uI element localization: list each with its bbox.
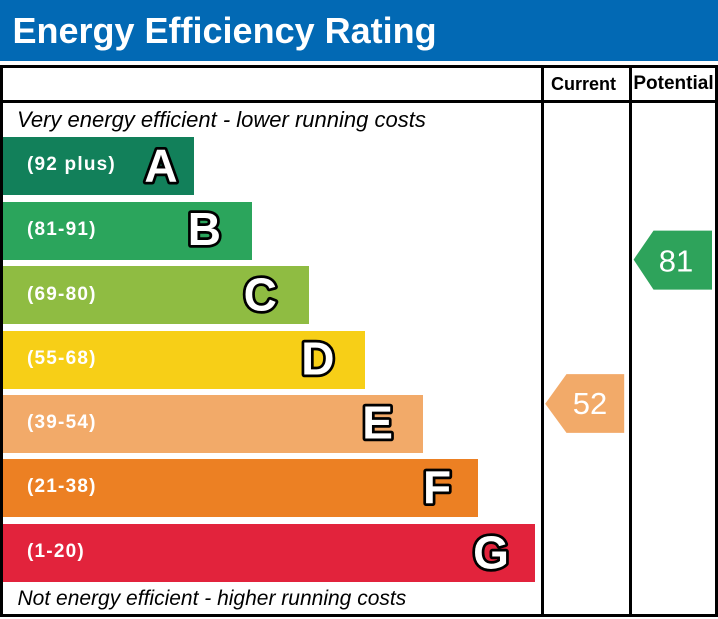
svg-text:A: A xyxy=(144,140,177,192)
svg-text:B: B xyxy=(188,203,221,255)
svg-text:G: G xyxy=(473,526,509,578)
svg-text:81: 81 xyxy=(659,243,693,278)
svg-text:52: 52 xyxy=(573,386,607,421)
svg-text:F: F xyxy=(423,461,451,513)
svg-text:E: E xyxy=(362,397,393,449)
svg-text:D: D xyxy=(301,333,334,385)
svg-text:C: C xyxy=(244,269,277,321)
